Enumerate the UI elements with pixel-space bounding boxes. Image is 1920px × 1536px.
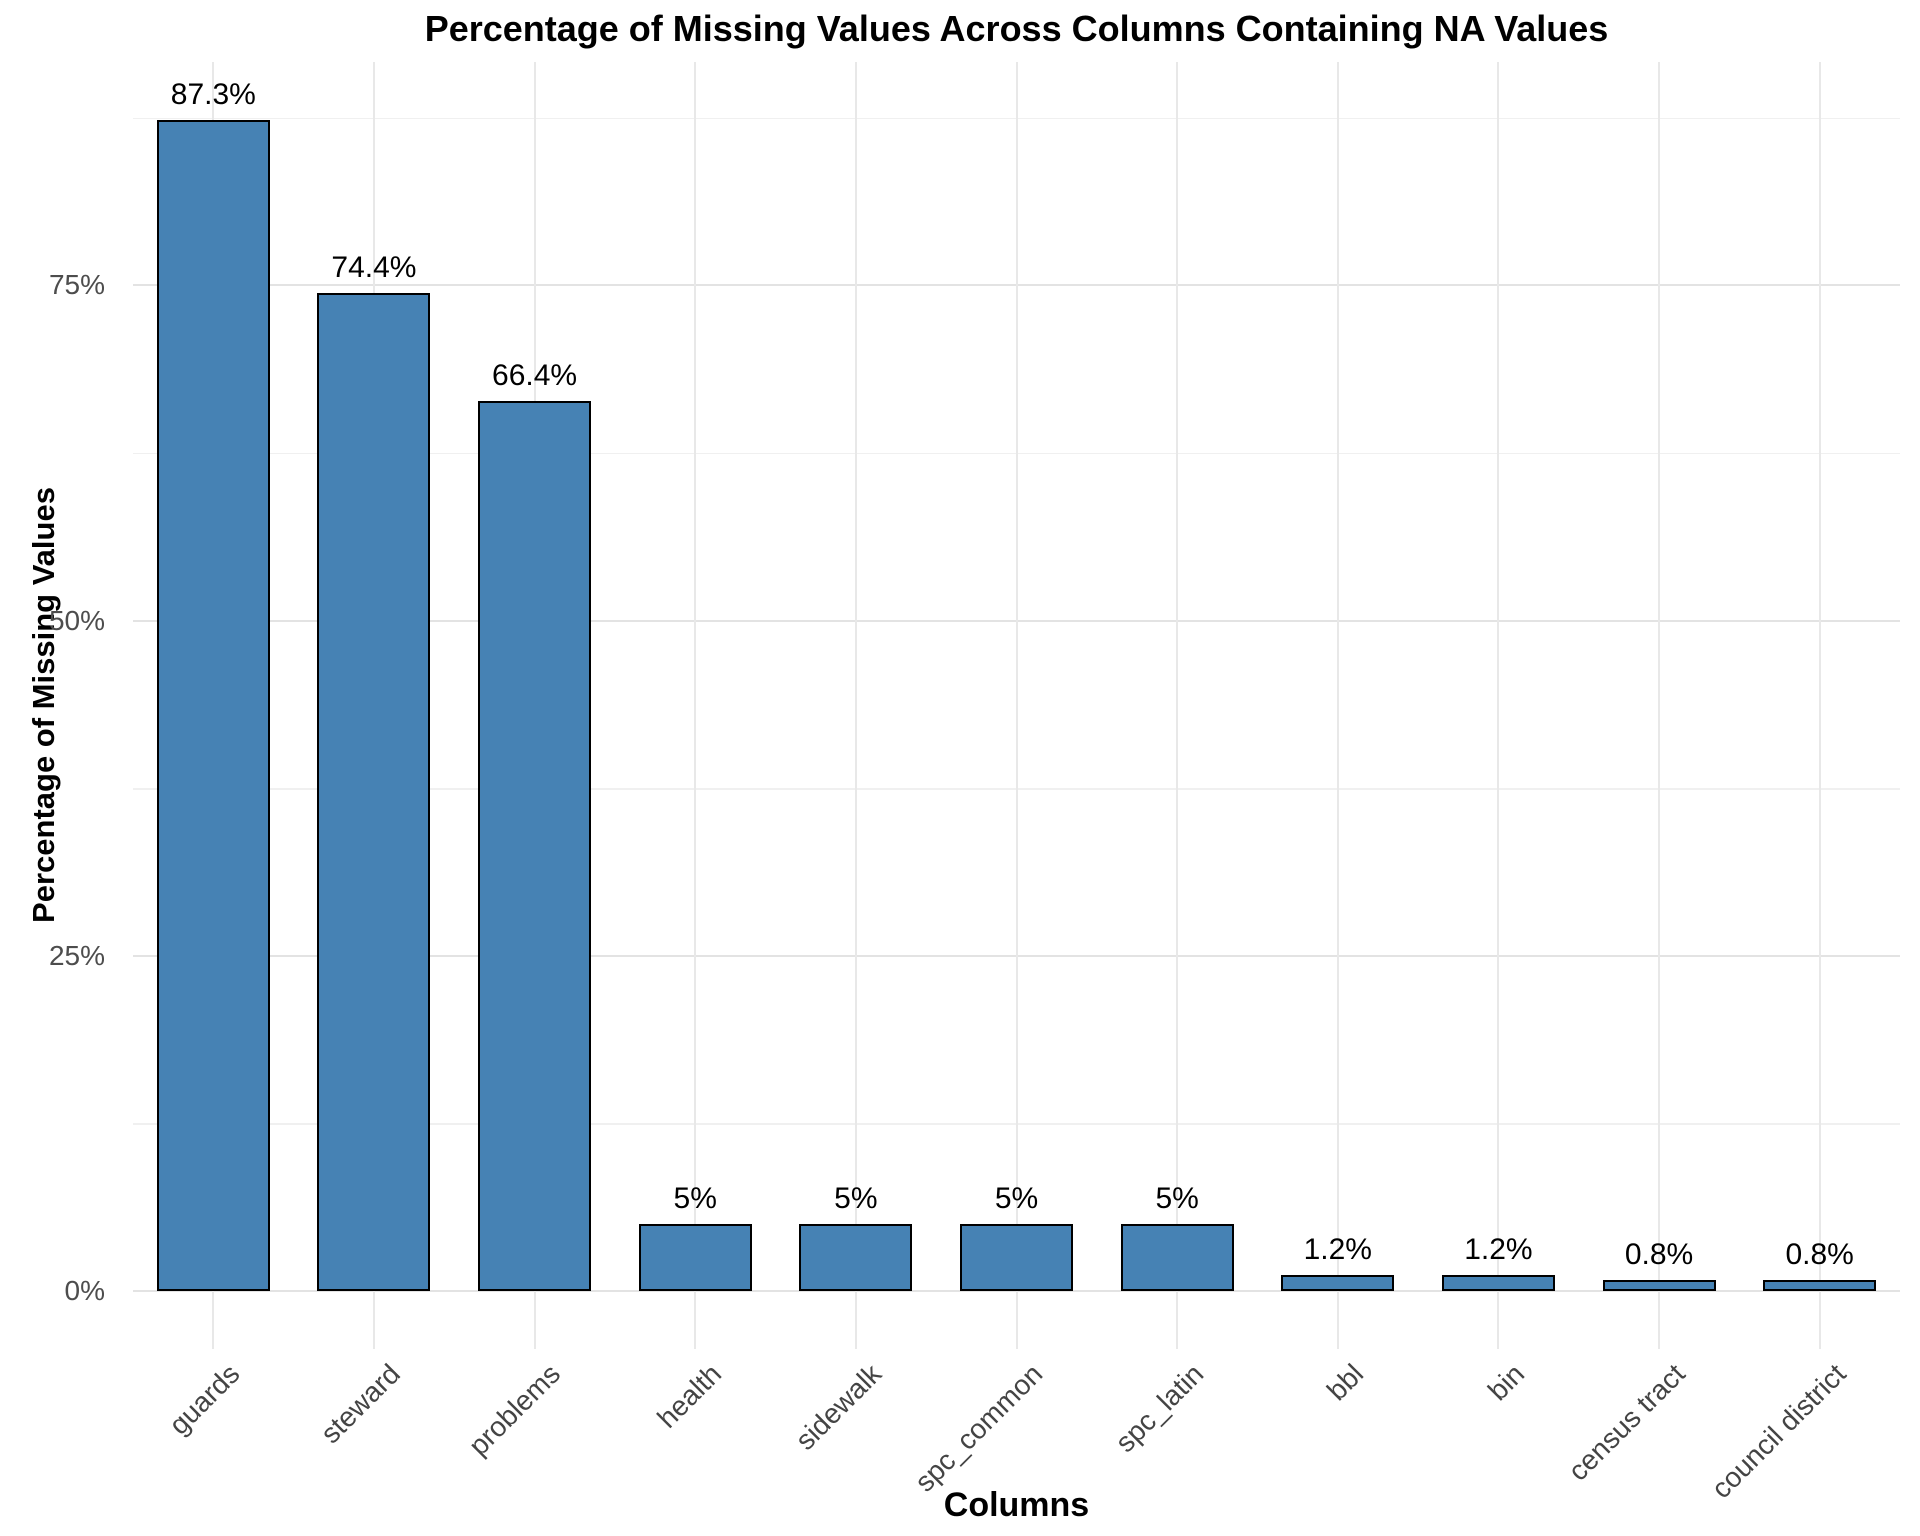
x-major-gridline: [854, 62, 857, 1349]
bar-value-label: 0.8%: [1785, 1238, 1854, 1272]
bar-value-label: 66.4%: [492, 358, 578, 392]
bar-bin: [1441, 1274, 1555, 1291]
bar-steward: [317, 293, 431, 1291]
x-tick-label: health: [651, 1358, 728, 1434]
bar-value-label: 5%: [834, 1181, 878, 1215]
bar-council-district: [1763, 1280, 1877, 1291]
bar-census-tract: [1602, 1280, 1716, 1291]
x-major-gridline: [694, 62, 697, 1349]
x-major-gridline: [1176, 62, 1179, 1349]
x-tick-label: spc_latin: [1108, 1358, 1210, 1459]
y-axis-title: Percentage of Missing Values: [26, 487, 61, 923]
x-major-gridline: [1336, 62, 1339, 1349]
x-major-gridline: [1658, 62, 1661, 1349]
x-tick-label: steward: [314, 1358, 406, 1450]
y-tick-label: 0%: [64, 1275, 105, 1306]
bar-value-label: 5%: [1155, 1181, 1199, 1215]
x-major-gridline: [1497, 62, 1500, 1349]
x-tick-label: guards: [162, 1358, 246, 1441]
bar-spc_common: [960, 1223, 1073, 1291]
y-tick-label: 25%: [48, 939, 105, 971]
x-tick-label: spc_common: [908, 1358, 1049, 1498]
bar-value-label: 74.4%: [331, 251, 417, 285]
x-tick-label: sidewalk: [789, 1358, 888, 1456]
bar-health: [638, 1223, 752, 1291]
bar-guards: [156, 120, 270, 1291]
bar-bbl: [1281, 1274, 1395, 1291]
x-tick-label: bin: [1481, 1358, 1531, 1407]
bar-value-label: 87.3%: [170, 78, 256, 112]
x-major-gridline: [1818, 62, 1821, 1349]
x-major-gridline: [1015, 62, 1018, 1349]
x-tick-label: problems: [463, 1358, 567, 1462]
bar-value-label: 5%: [994, 1181, 1039, 1215]
bar-problems: [478, 400, 592, 1291]
x-tick-label: council district: [1705, 1358, 1852, 1505]
chart-title: Percentage of Missing Values Across Colu…: [424, 8, 1609, 49]
bar-spc_latin: [1120, 1223, 1234, 1291]
y-tick-label: 75%: [48, 269, 105, 301]
y-tick-label: 50%: [48, 604, 105, 636]
x-axis-title: Columns: [943, 1486, 1090, 1524]
bar-value-label: 1.2%: [1303, 1232, 1372, 1266]
x-tick-label: census tract: [1562, 1358, 1691, 1487]
bar-sidewalk: [799, 1223, 913, 1291]
x-tick-label: bbl: [1321, 1358, 1370, 1407]
bar-value-label: 1.2%: [1464, 1232, 1533, 1266]
bar-value-label: 0.8%: [1624, 1238, 1694, 1272]
bar-value-label: 5%: [673, 1181, 717, 1215]
